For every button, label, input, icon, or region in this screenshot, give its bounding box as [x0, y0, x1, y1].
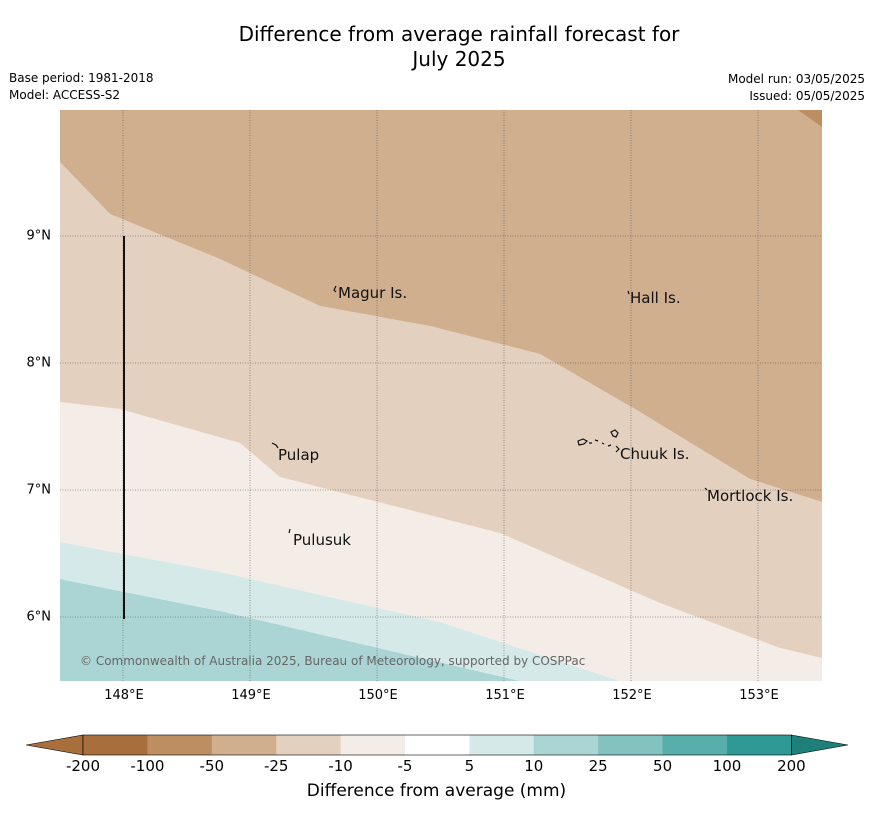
- place-label-mortlock: Mortlock Is.: [707, 487, 794, 505]
- lon-label-150e: 150°E: [358, 688, 398, 703]
- lat-label-9n: 9°N: [26, 228, 52, 244]
- hall-island: [627, 290, 630, 295]
- place-label-pulusuk: Pulusuk: [293, 531, 351, 549]
- colorbar-segment: [147, 735, 213, 755]
- colorbar-tick-label: 200: [777, 757, 806, 775]
- colorbar-segment: [340, 735, 406, 755]
- lon-label-153e: 153°E: [739, 688, 779, 703]
- model-name: Model: ACCESS-S2: [9, 88, 121, 102]
- pulap-island: [271, 442, 279, 449]
- place-label-hall: Hall Is.: [630, 289, 681, 307]
- lon-label-151e: 151°E: [485, 688, 525, 703]
- colorbar-tick-label: -200: [65, 757, 101, 775]
- band-minus50-100: [798, 110, 822, 127]
- place-label-chuuk: Chuuk Is.: [620, 445, 690, 463]
- colorbar-tick-label: -10: [328, 757, 353, 775]
- band-minus5-10: [60, 402, 822, 681]
- magur-island: [333, 285, 337, 293]
- lon-label-148e: 148°E: [104, 688, 144, 703]
- colorbar-extend-low: [26, 734, 84, 756]
- copyright-notice: © Commonwealth of Australia 2025, Bureau…: [80, 654, 586, 668]
- colorbar-tick-label: 5: [464, 757, 475, 775]
- colorbar-tick-label: -25: [263, 757, 289, 775]
- colorbar-segment: [533, 735, 599, 755]
- colorbar-segment: [598, 735, 664, 755]
- lat-label-7n: 7°N: [26, 482, 52, 498]
- model-run: Model run: 03/05/2025: [727, 72, 865, 86]
- colorbar-tick-label: -5: [397, 757, 413, 775]
- colorbar-outline: [82, 734, 792, 756]
- colorbar: [26, 734, 849, 756]
- colorbar-label: Difference from average (mm): [306, 781, 567, 801]
- colorbar-tick-label: 100: [712, 757, 742, 775]
- lat-label-8n: 8°N: [26, 355, 52, 371]
- rainfall-map: [60, 110, 822, 681]
- pulusuk-island: [288, 528, 291, 534]
- island-outlines: [271, 285, 708, 534]
- base-period: Base period: 1981-2018: [9, 71, 154, 85]
- colorbar-segment: [83, 735, 148, 755]
- lon-label-149e: 149°E: [231, 688, 271, 703]
- graticule: [60, 110, 822, 681]
- band-plus10-25: [60, 579, 520, 681]
- lon-label-152e: 152°E: [612, 688, 652, 703]
- band-minus25-50: [60, 110, 822, 502]
- meta-right: Model run: 03/05/2025 Issued: 05/05/2025: [728, 71, 865, 105]
- colorbar-tick-label: 25: [588, 757, 608, 775]
- band-minus10-25: [60, 162, 822, 658]
- mortlock-island: [704, 487, 708, 491]
- colorbar-segment: [276, 735, 342, 755]
- colorbar-tick-label: 10: [524, 757, 544, 775]
- colorbar-segment: [469, 735, 535, 755]
- colorbar-extend-high: [791, 734, 849, 756]
- colorbar-tick-label: 50: [653, 757, 673, 775]
- lat-label-6n: 6°N: [26, 609, 52, 625]
- colorbar-segment: [727, 735, 792, 755]
- colorbar-tick-label: -50: [199, 757, 225, 775]
- colorbar-tick-label: -100: [130, 757, 165, 775]
- map-canvas: [60, 110, 822, 681]
- band-plus5-10: [60, 542, 620, 681]
- colorbar-segment: [405, 735, 470, 755]
- meta-left: Base period: 1981-2018 Model: ACCESS-S2: [9, 70, 154, 104]
- issued-date: Issued: 05/05/2025: [749, 89, 865, 103]
- place-label-pulap: Pulap: [278, 446, 320, 464]
- colorbar-segment: [211, 735, 277, 755]
- map-title: Difference from average rainfall forecas…: [238, 22, 680, 71]
- place-label-magur: Magur Is.: [338, 284, 408, 302]
- colorbar-segment: [662, 735, 728, 755]
- chuuk-islands: [577, 429, 620, 453]
